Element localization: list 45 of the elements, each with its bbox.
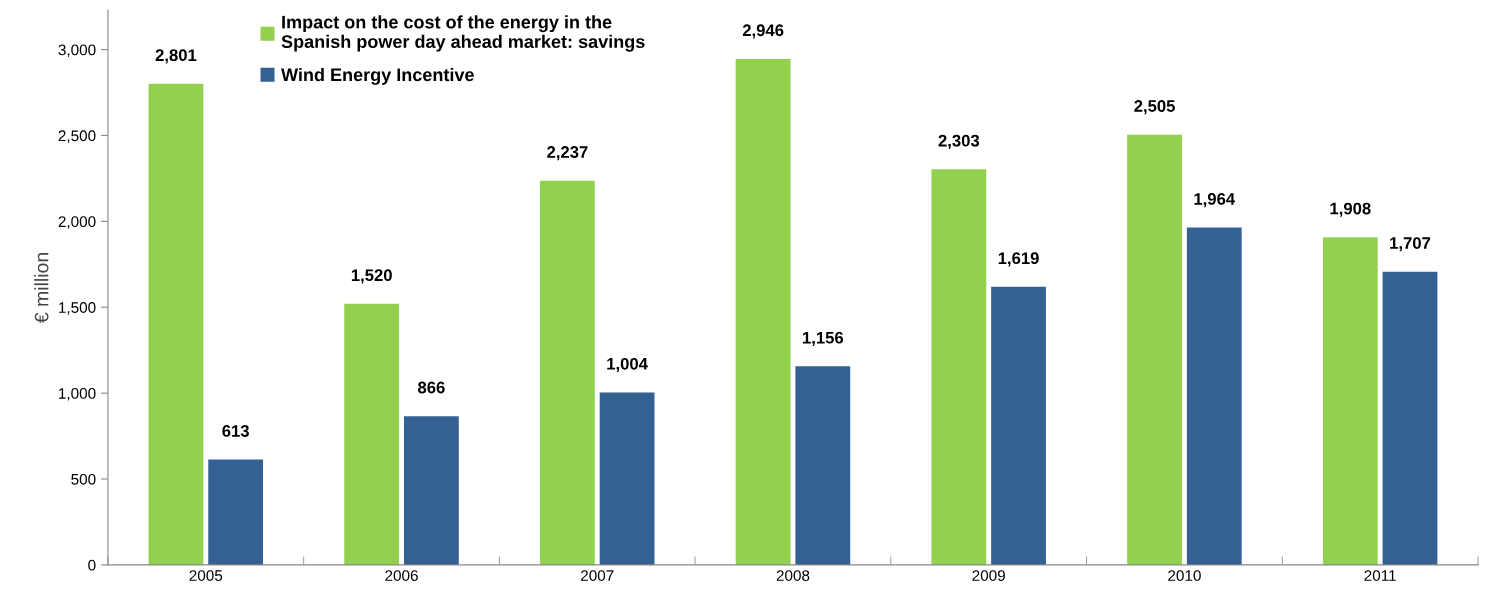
bar (1186, 227, 1242, 565)
legend-label: Impact on the cost of the energy in the Spanish power day ahead market: savings (281, 15, 645, 52)
y-tick-label: 500 (71, 473, 96, 485)
data-label: 1,908 (1330, 202, 1371, 217)
legend-label: Wind Energy Incentive (281, 67, 474, 85)
bar (1127, 134, 1182, 565)
bar (344, 303, 400, 565)
y-tick-label: 0 (88, 559, 96, 571)
bar (1382, 271, 1438, 565)
bar (539, 180, 595, 565)
bar (795, 366, 851, 565)
x-tick-label: 2008 (776, 570, 810, 581)
data-label: 1,156 (803, 331, 844, 347)
bar (735, 58, 791, 565)
data-label: 2,505 (1134, 100, 1175, 115)
bar (991, 286, 1046, 565)
bar (599, 392, 655, 565)
x-tick-label: 2011 (1364, 570, 1396, 581)
y-tick-label: 3,000 (58, 44, 96, 58)
bar (148, 83, 204, 565)
y-tick-label: 2,000 (58, 216, 96, 229)
y-axis-title: € million (34, 253, 49, 323)
bar (208, 459, 264, 565)
data-label: 1,964 (1194, 193, 1236, 208)
data-label: 2,237 (547, 146, 588, 161)
x-tick-label: 2006 (385, 570, 418, 581)
bar (931, 169, 987, 565)
data-label: 1,520 (351, 269, 392, 284)
y-tick-label: 1,000 (59, 388, 96, 401)
y-tick-label: 2,500 (58, 130, 96, 143)
bar (1322, 237, 1378, 565)
x-tick-label: 2009 (972, 570, 1005, 581)
data-label: 2,801 (155, 49, 197, 64)
bar (403, 416, 459, 565)
data-label: 2,946 (742, 24, 784, 39)
data-label: 2,303 (938, 134, 980, 149)
data-label: 866 (417, 381, 445, 394)
x-tick-label: 2005 (189, 570, 223, 581)
data-label: 1,707 (1390, 237, 1431, 252)
x-tick-label: 2010 (1168, 570, 1201, 581)
data-label: 1,004 (607, 357, 648, 373)
x-tick-label: 2007 (581, 570, 614, 581)
data-label: 613 (222, 425, 249, 437)
data-label: 1,619 (998, 252, 1039, 267)
y-tick-label: 1,500 (59, 302, 96, 315)
